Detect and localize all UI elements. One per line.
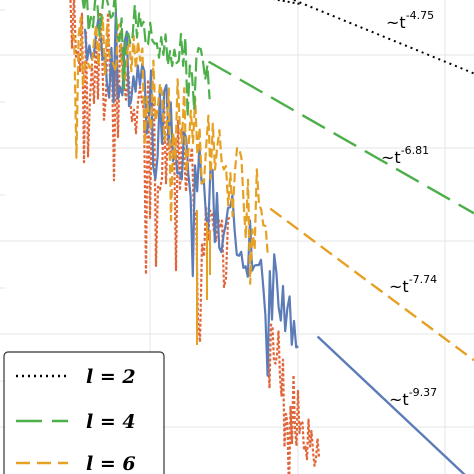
series-l2-tail (293, 0, 474, 75)
series-l6-tail (269, 207, 474, 362)
legend-label-l2: l = 2 (86, 366, 136, 388)
annotation-exponent: -4.75 (406, 9, 434, 22)
legend-box (3, 351, 165, 474)
annotation-exponent: -9.37 (409, 386, 437, 399)
series-l2-start (273, 0, 301, 5)
annotation-base: ~t (389, 390, 409, 409)
series-l8-noise (83, 10, 299, 377)
annotation-l6: ~t-7.74 (389, 273, 437, 296)
series-l8-tail (316, 335, 466, 474)
curves (69, 0, 474, 474)
annotation-base: ~t (386, 13, 406, 32)
annotation-exponent: -6.81 (401, 144, 429, 157)
annotation-base: ~t (389, 277, 409, 296)
legend-label-l4: l = 4 (86, 411, 136, 433)
annotation-l4: ~t-6.81 (381, 144, 429, 167)
legend: l = 2 l = 4 l = 6 (3, 351, 165, 474)
annotation-l2: ~t-4.75 (386, 9, 434, 32)
series-red-noise-late (266, 323, 321, 474)
legend-label-l6: l = 6 (86, 453, 136, 474)
annotation-exponent: -7.74 (409, 273, 437, 286)
series-l6-noise (71, 16, 269, 285)
annotations: ~t-4.75~t-6.81~t-7.74~t-9.37 (381, 9, 437, 409)
series-l4-tail (207, 60, 474, 215)
annotation-l8: ~t-9.37 (389, 386, 437, 409)
annotation-base: ~t (381, 148, 401, 167)
